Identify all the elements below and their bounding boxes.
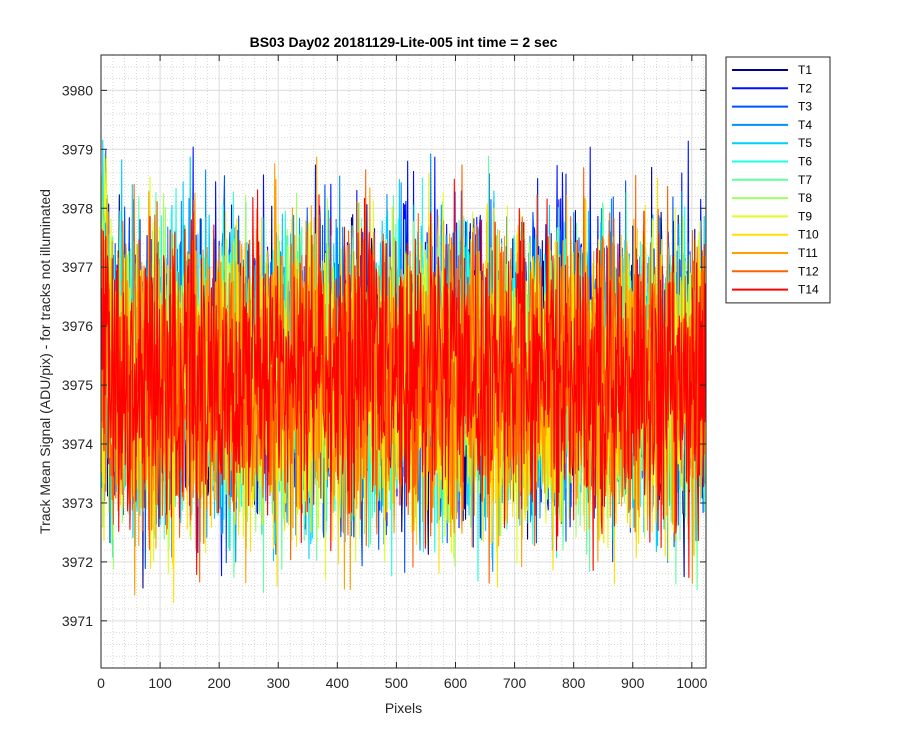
y-tick-label: 3971 <box>62 613 93 629</box>
x-tick-label: 0 <box>97 675 105 691</box>
legend-label-t10: T10 <box>798 228 819 242</box>
legend-label-t11: T11 <box>798 246 818 260</box>
y-tick-label: 3979 <box>62 141 93 157</box>
x-tick-label: 1000 <box>676 675 707 691</box>
x-tick-label: 500 <box>385 675 409 691</box>
x-tick-label: 100 <box>148 675 172 691</box>
y-tick-labels: 3971 3972 3973 3974 3975 3976 3977 3978 3979 3980 <box>62 82 93 628</box>
legend-label-t9: T9 <box>798 209 812 223</box>
x-tick-labels: 0 100 200 300 400 500 600 700 800 900 1000 <box>97 675 707 691</box>
x-tick-label: 300 <box>267 675 291 691</box>
series-line-t14 <box>101 178 706 579</box>
axes-frame <box>100 54 707 669</box>
y-tick-label: 3974 <box>62 436 93 452</box>
axis-ticks <box>100 55 706 668</box>
x-tick-label: 900 <box>621 675 645 691</box>
legend-label-t14: T14 <box>798 283 819 297</box>
legend-label-t3: T3 <box>798 100 812 114</box>
y-tick-label: 3977 <box>62 259 93 275</box>
legend-label-t2: T2 <box>798 81 812 95</box>
x-tick-label: 800 <box>562 675 586 691</box>
legend-label-t7: T7 <box>798 173 812 187</box>
x-axis-title: Pixels <box>385 700 422 716</box>
legend-label-t8: T8 <box>798 191 812 205</box>
y-tick-label: 3978 <box>62 200 93 216</box>
y-tick-label: 3973 <box>62 495 93 511</box>
y-tick-label: 3972 <box>62 554 93 570</box>
legend-label-t5: T5 <box>798 136 812 150</box>
x-tick-label: 600 <box>444 675 468 691</box>
y-axis-title: Track Mean Signal (ADU/pix) - for tracks… <box>37 189 53 534</box>
legend-label-t12: T12 <box>798 264 819 278</box>
legend: T1 T2 T3 T4 T5 T6 T7 T8 T9 T10 T11 T12 T14 <box>725 56 831 304</box>
chart-title: BS03 Day02 20181129-Lite-005 int time = … <box>250 34 558 50</box>
legend-label-t1: T1 <box>798 63 812 77</box>
x-tick-label: 200 <box>207 675 231 691</box>
x-tick-label: 400 <box>326 675 350 691</box>
series-group <box>101 139 706 604</box>
y-tick-label: 3976 <box>62 318 93 334</box>
y-tick-label: 3980 <box>62 82 93 98</box>
legend-label-t6: T6 <box>798 155 812 169</box>
legend-label-t4: T4 <box>798 118 812 132</box>
y-tick-label: 3975 <box>62 377 93 393</box>
x-tick-label: 700 <box>503 675 527 691</box>
